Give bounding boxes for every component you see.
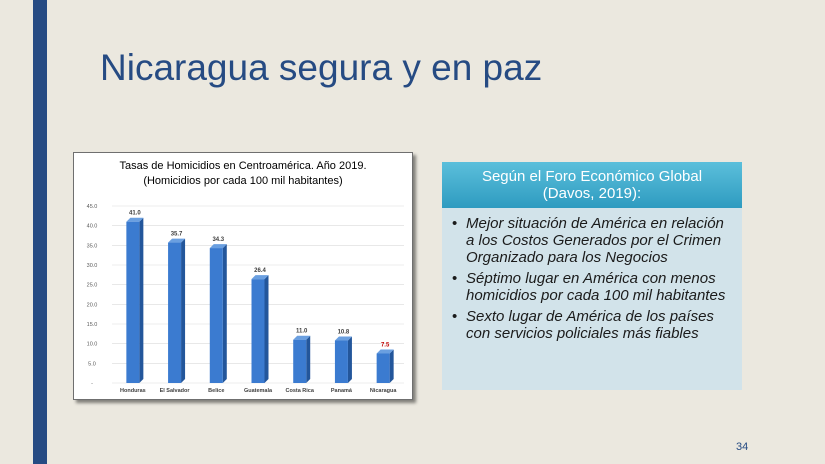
y-tick-label: 5.0 [88,361,96,367]
chart-panel: Tasas de Homicidios en Centroamérica. Añ… [73,152,413,400]
bar [251,279,265,383]
bar [334,340,348,383]
bar-top [293,335,311,340]
data-label: 7.5 [381,343,390,349]
y-tick-label: 25.0 [87,283,98,289]
data-label: 34.3 [212,237,224,243]
bar [376,353,390,383]
bullet-text: Mejor situación de América en relación a… [466,215,724,266]
y-tick-label: 20.0 [87,302,98,308]
bar [168,242,182,383]
bar-side [222,244,227,383]
bar-top [376,349,394,354]
bullet-item: • Sexto lugar de América de los países c… [452,308,736,342]
y-tick-label: 35.0 [87,243,98,249]
bullet-item: • Séptimo lugar en América con menos hom… [452,270,736,304]
bar-side [181,238,186,383]
page-number: 34 [736,441,749,453]
data-label: 11.0 [296,329,308,335]
callout-header-line: (Davos, 2019): [542,185,642,202]
callout-header: Según el Foro Económico Global (Davos, 2… [442,162,742,208]
bar-top [334,336,352,341]
bar-side [389,349,394,383]
data-label: 26.4 [254,268,266,274]
data-label: 35.7 [171,232,183,238]
bar-top [168,238,186,243]
y-tick-label: - [91,381,93,387]
bar-side [264,275,269,383]
accent-bar [33,0,47,464]
y-tick-label: 15.0 [87,322,98,328]
bullet-text: Sexto lugar de América de los países con… [466,308,714,342]
x-tick-label: Honduras [120,388,146,394]
bullet-icon: • [452,270,458,287]
bar-side [306,335,311,383]
x-tick-label: Panamá [331,388,353,394]
y-tick-label: 30.0 [87,263,98,269]
chart-subtitle: (Homicidios por cada 100 mil habitantes) [143,175,342,187]
bar-top [251,275,269,280]
bar-chart: Tasas de Homicidios en Centroamérica. Añ… [87,160,404,394]
x-tick-label: Belice [208,388,224,394]
x-tick-label: Nicaragua [370,388,398,394]
bullet-text: Séptimo lugar en América con menos homic… [466,270,726,304]
bar [293,339,307,383]
x-tick-label: Guatemala [244,388,273,394]
bar-side [139,217,144,383]
bar [209,248,223,383]
bullet-icon: • [452,308,458,325]
y-tick-label: 40.0 [87,224,98,230]
data-label: 41.0 [129,211,141,217]
bullet-icon: • [452,215,458,232]
bar-top [126,217,144,222]
slide-title: Nicaragua segura y en paz [100,47,543,88]
bar-side [347,336,352,383]
data-label: 10.8 [338,330,350,336]
y-tick-label: 10.0 [87,342,98,348]
bullet-item: • Mejor situación de América en relación… [452,215,736,266]
callout-header-line: Según el Foro Económico Global [481,168,703,185]
x-tick-label: El Salvador [160,388,191,394]
callout-body: • Mejor situación de América en relación… [442,208,742,390]
x-tick-label: Costa Rica [285,388,314,394]
chart-title: Tasas de Homicidios en Centroamérica. Añ… [119,160,366,172]
bar-top [209,244,227,249]
bar [126,221,140,383]
y-tick-label: 45.0 [87,204,98,210]
